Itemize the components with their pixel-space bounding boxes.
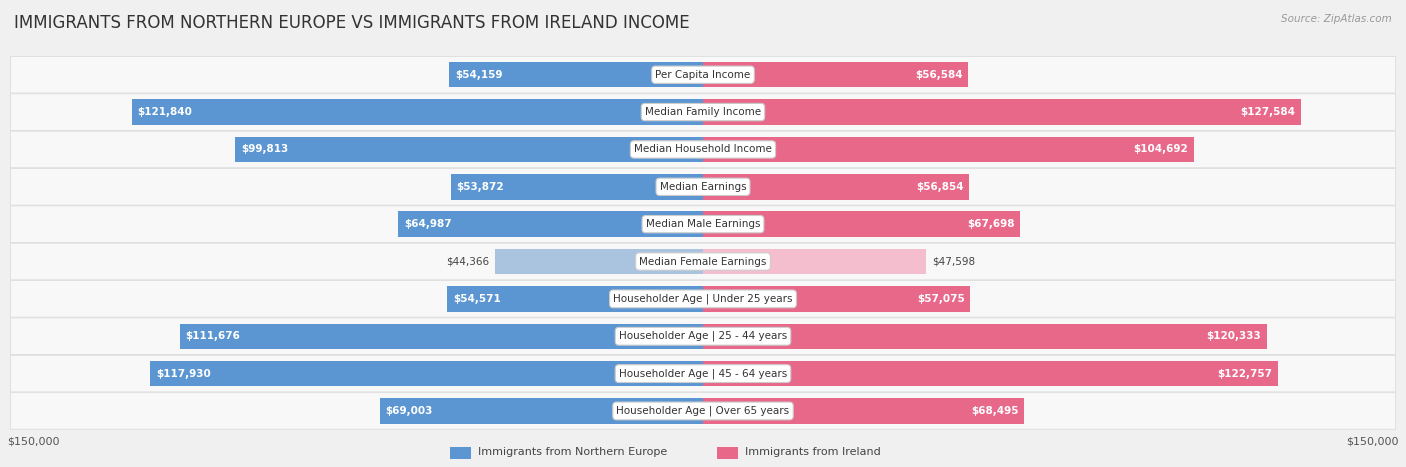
- Text: Householder Age | 45 - 64 years: Householder Age | 45 - 64 years: [619, 368, 787, 379]
- Bar: [449, 62, 703, 87]
- Text: $57,075: $57,075: [917, 294, 965, 304]
- Text: $53,872: $53,872: [456, 182, 503, 192]
- Text: $150,000: $150,000: [7, 436, 59, 446]
- Text: $56,854: $56,854: [917, 182, 965, 192]
- Bar: [703, 286, 970, 311]
- Bar: [703, 212, 1021, 237]
- FancyBboxPatch shape: [10, 131, 1396, 168]
- Bar: [380, 398, 703, 424]
- Text: Householder Age | Over 65 years: Householder Age | Over 65 years: [616, 406, 790, 416]
- Bar: [703, 324, 1267, 349]
- Text: IMMIGRANTS FROM NORTHERN EUROPE VS IMMIGRANTS FROM IRELAND INCOME: IMMIGRANTS FROM NORTHERN EUROPE VS IMMIG…: [14, 14, 690, 32]
- Bar: [450, 174, 703, 199]
- Text: Median Female Earnings: Median Female Earnings: [640, 256, 766, 267]
- Text: Source: ZipAtlas.com: Source: ZipAtlas.com: [1281, 14, 1392, 24]
- Text: $121,840: $121,840: [138, 107, 193, 117]
- Text: Median Household Income: Median Household Income: [634, 144, 772, 155]
- Bar: [447, 286, 703, 311]
- Bar: [495, 249, 703, 274]
- Text: $120,333: $120,333: [1206, 331, 1261, 341]
- Bar: [703, 174, 970, 199]
- Text: $56,584: $56,584: [915, 70, 963, 80]
- FancyBboxPatch shape: [10, 281, 1396, 317]
- FancyBboxPatch shape: [10, 169, 1396, 205]
- Text: $99,813: $99,813: [240, 144, 288, 155]
- Text: $122,757: $122,757: [1218, 368, 1272, 379]
- Bar: [235, 137, 703, 162]
- FancyBboxPatch shape: [10, 94, 1396, 130]
- FancyBboxPatch shape: [10, 243, 1396, 280]
- Bar: [703, 99, 1301, 125]
- Bar: [703, 249, 927, 274]
- Text: Householder Age | Under 25 years: Householder Age | Under 25 years: [613, 294, 793, 304]
- Text: $54,159: $54,159: [454, 70, 502, 80]
- Text: $44,366: $44,366: [446, 256, 489, 267]
- Text: Median Family Income: Median Family Income: [645, 107, 761, 117]
- Text: Immigrants from Ireland: Immigrants from Ireland: [745, 446, 882, 457]
- Text: $117,930: $117,930: [156, 368, 211, 379]
- Bar: [703, 361, 1278, 386]
- FancyBboxPatch shape: [10, 393, 1396, 429]
- Text: $111,676: $111,676: [186, 331, 240, 341]
- Text: $150,000: $150,000: [1347, 436, 1399, 446]
- Text: $64,987: $64,987: [404, 219, 451, 229]
- FancyBboxPatch shape: [10, 318, 1396, 354]
- Bar: [150, 361, 703, 386]
- FancyBboxPatch shape: [10, 206, 1396, 242]
- Bar: [132, 99, 703, 125]
- Text: Householder Age | 25 - 44 years: Householder Age | 25 - 44 years: [619, 331, 787, 341]
- Bar: [703, 137, 1194, 162]
- Bar: [398, 212, 703, 237]
- Text: Median Male Earnings: Median Male Earnings: [645, 219, 761, 229]
- Text: Immigrants from Northern Europe: Immigrants from Northern Europe: [478, 446, 668, 457]
- Text: Per Capita Income: Per Capita Income: [655, 70, 751, 80]
- FancyBboxPatch shape: [10, 355, 1396, 392]
- Text: $47,598: $47,598: [932, 256, 974, 267]
- Bar: [703, 398, 1024, 424]
- Text: $127,584: $127,584: [1240, 107, 1295, 117]
- Bar: [703, 62, 969, 87]
- Bar: [180, 324, 703, 349]
- Text: Median Earnings: Median Earnings: [659, 182, 747, 192]
- Text: $68,495: $68,495: [972, 406, 1018, 416]
- Text: $104,692: $104,692: [1133, 144, 1188, 155]
- Text: $54,571: $54,571: [453, 294, 501, 304]
- Text: $67,698: $67,698: [967, 219, 1015, 229]
- Text: $69,003: $69,003: [385, 406, 433, 416]
- FancyBboxPatch shape: [10, 57, 1396, 93]
